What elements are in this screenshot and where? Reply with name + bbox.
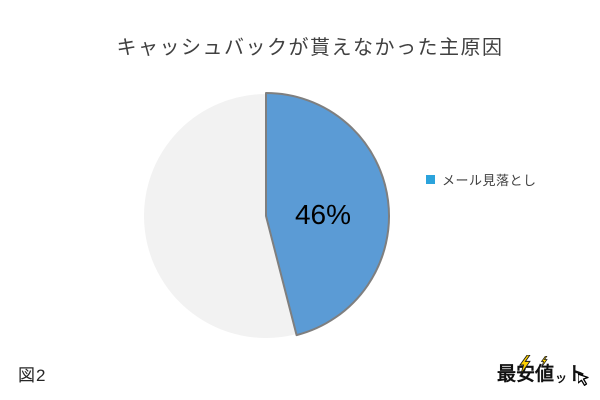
logo-char-text: 値 [535, 364, 555, 386]
logo-char: 値 [535, 356, 555, 386]
figure-label: 図2 [18, 366, 47, 385]
logo-char: ト [567, 364, 589, 386]
legend-label: メール見落とし [442, 173, 537, 188]
cursor-icon [578, 373, 589, 386]
logo-char: 最 [497, 364, 517, 386]
logo-char: ッ [555, 370, 568, 385]
legend-marker-icon [426, 175, 435, 184]
site-logo: 最 安 値 ッ ト [497, 355, 589, 386]
logo-char: 安 [516, 355, 536, 386]
chart-title: キャッシュバックが貰えなかった主原因 [116, 37, 504, 59]
logo-char-text: 安 [516, 364, 536, 386]
pie-slice-0 [265, 92, 390, 337]
pie-data-label: 46% [294, 199, 352, 230]
pie-slice-1 [142, 92, 298, 340]
legend: メール見落とし [426, 170, 537, 189]
